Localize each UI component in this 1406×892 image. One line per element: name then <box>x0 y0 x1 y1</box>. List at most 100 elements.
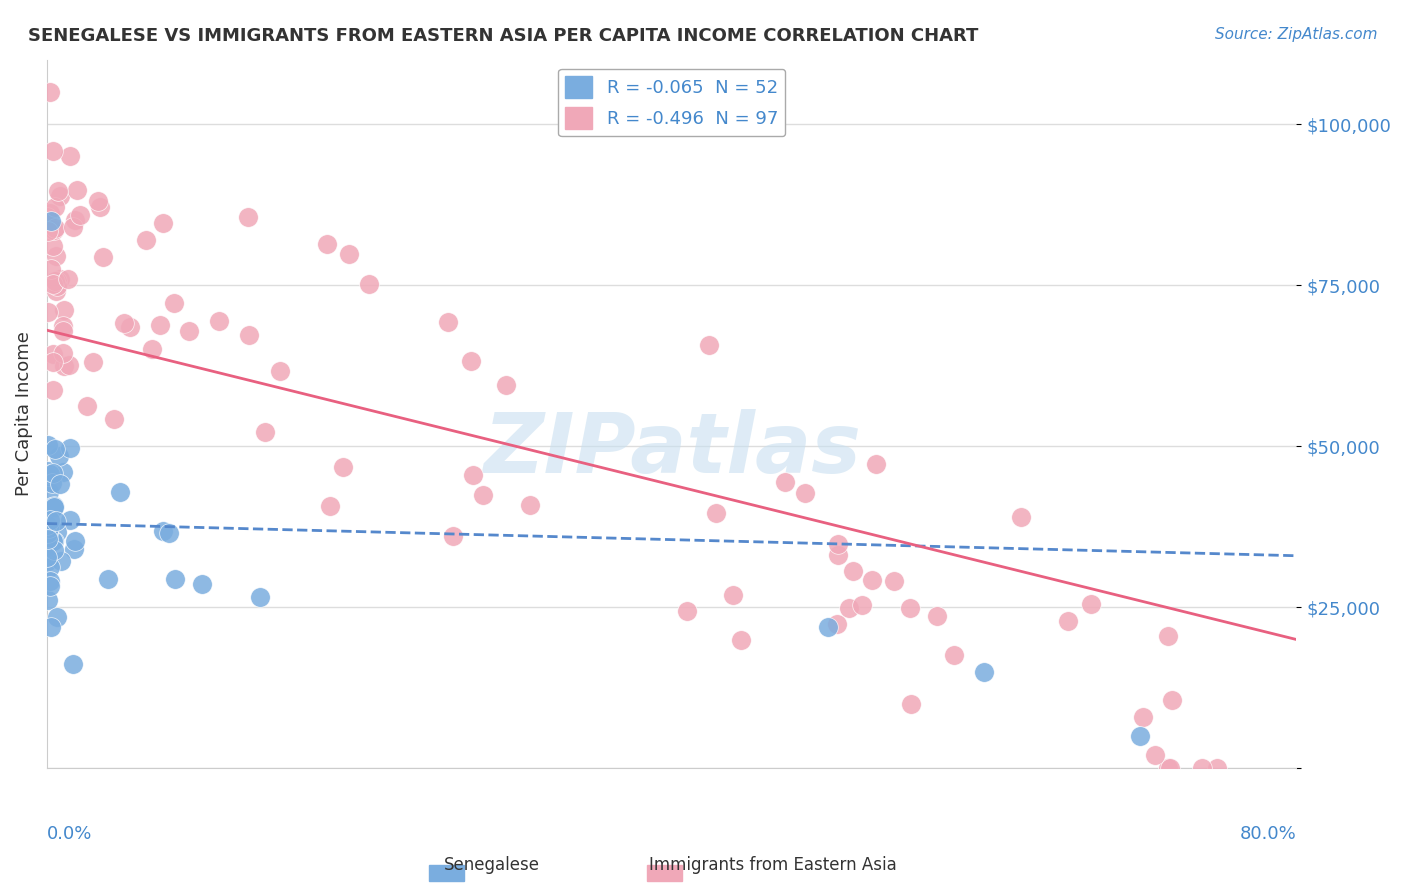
Point <box>41 475 63 490</box>
Point <box>827 537 849 551</box>
Point <box>49 554 72 568</box>
Point <box>45 275 67 289</box>
Point <box>35 211 58 225</box>
Point <box>42 500 65 514</box>
Point <box>120 319 142 334</box>
Point <box>37 541 59 555</box>
Point <box>238 328 260 343</box>
Point <box>52 324 75 338</box>
Point <box>45 249 67 263</box>
Point <box>319 499 342 513</box>
Point <box>37 526 59 541</box>
Point <box>37 593 59 607</box>
Point <box>865 458 887 472</box>
Point <box>1010 510 1032 524</box>
Point <box>253 425 276 439</box>
Point <box>443 529 465 543</box>
Point <box>48 449 70 463</box>
Point <box>436 315 458 329</box>
Point <box>39 261 62 276</box>
Point <box>44 200 66 214</box>
Point <box>177 325 200 339</box>
Point <box>519 499 541 513</box>
Point <box>44 542 66 557</box>
Point <box>359 277 381 291</box>
Point <box>37 554 59 568</box>
Point <box>45 609 67 624</box>
Point <box>697 338 720 352</box>
Point <box>44 500 66 514</box>
Point <box>1129 729 1152 743</box>
Point <box>76 399 98 413</box>
Point <box>1161 693 1184 707</box>
Point <box>46 278 69 293</box>
Text: Source: ZipAtlas.com: Source: ZipAtlas.com <box>1215 27 1378 42</box>
Point <box>898 600 921 615</box>
Point <box>53 359 76 373</box>
Point <box>337 247 360 261</box>
Point <box>108 485 131 500</box>
Point <box>42 533 65 548</box>
Point <box>62 657 84 672</box>
Point <box>141 342 163 356</box>
Point <box>58 358 80 372</box>
Point <box>45 284 67 298</box>
Point <box>44 221 66 235</box>
Point <box>1144 748 1167 763</box>
Y-axis label: Per Capita Income: Per Capita Income <box>15 332 32 497</box>
Point <box>973 665 995 679</box>
Point <box>46 524 69 539</box>
Point <box>59 149 82 163</box>
Point <box>157 526 180 541</box>
Point <box>48 185 70 199</box>
Point <box>1191 761 1213 775</box>
Point <box>721 589 744 603</box>
Point <box>842 564 865 578</box>
Point <box>41 466 63 480</box>
Point <box>41 620 63 634</box>
Point <box>37 468 59 483</box>
Point <box>38 574 60 589</box>
Point <box>773 475 796 489</box>
Point <box>35 500 58 514</box>
Point <box>52 346 75 360</box>
Point <box>269 364 291 378</box>
Point <box>37 532 59 546</box>
Point <box>37 224 59 238</box>
Point <box>37 518 59 533</box>
Point <box>495 378 517 392</box>
Point <box>1159 761 1181 775</box>
Point <box>42 277 65 291</box>
Point <box>63 542 86 557</box>
Point <box>38 206 60 220</box>
Point <box>163 296 186 310</box>
Point <box>1080 597 1102 611</box>
Point <box>59 441 82 455</box>
Point <box>316 237 339 252</box>
Point <box>38 485 60 500</box>
Point <box>827 548 849 562</box>
Point <box>191 576 214 591</box>
Point <box>332 460 354 475</box>
Text: 0.0%: 0.0% <box>46 825 93 843</box>
Point <box>44 274 66 288</box>
Point <box>112 316 135 330</box>
Point <box>42 144 65 158</box>
Point <box>1157 629 1180 643</box>
Point <box>42 238 65 252</box>
Point <box>52 319 75 334</box>
Point <box>39 500 62 515</box>
Point <box>42 500 65 515</box>
Point <box>838 601 860 615</box>
Point <box>41 533 63 548</box>
Text: SENEGALESE VS IMMIGRANTS FROM EASTERN ASIA PER CAPITA INCOME CORRELATION CHART: SENEGALESE VS IMMIGRANTS FROM EASTERN AS… <box>28 27 979 45</box>
Point <box>37 549 59 564</box>
Point <box>39 579 62 593</box>
Point <box>65 213 87 227</box>
Point <box>730 633 752 648</box>
Point <box>91 250 114 264</box>
Point <box>152 524 174 538</box>
Point <box>89 200 111 214</box>
Point <box>52 466 75 480</box>
Point <box>1206 761 1229 775</box>
